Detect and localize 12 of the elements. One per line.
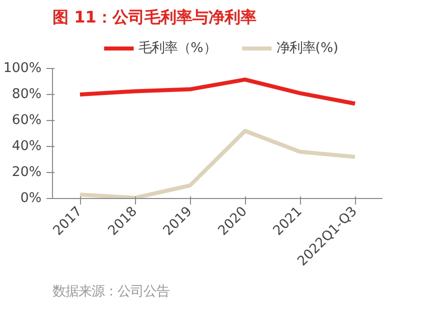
y-tick-label: 40% — [12, 139, 42, 154]
y-tick-label: 60% — [12, 113, 42, 128]
source-note: 数据来源：公司公告 — [52, 284, 170, 300]
line-series — [78, 78, 357, 106]
y-tick-label: 80% — [12, 87, 42, 102]
y-tick-label: 0% — [20, 191, 42, 206]
y-tick-label: 20% — [12, 165, 42, 180]
y-tick-label: 100% — [3, 61, 42, 76]
legend-label: 毛利率（%） — [138, 40, 216, 57]
line-series — [78, 128, 357, 198]
legend-label: 净利率(%) — [276, 40, 338, 57]
chart-title: 图 11：公司毛利率与净利率 — [52, 8, 256, 26]
